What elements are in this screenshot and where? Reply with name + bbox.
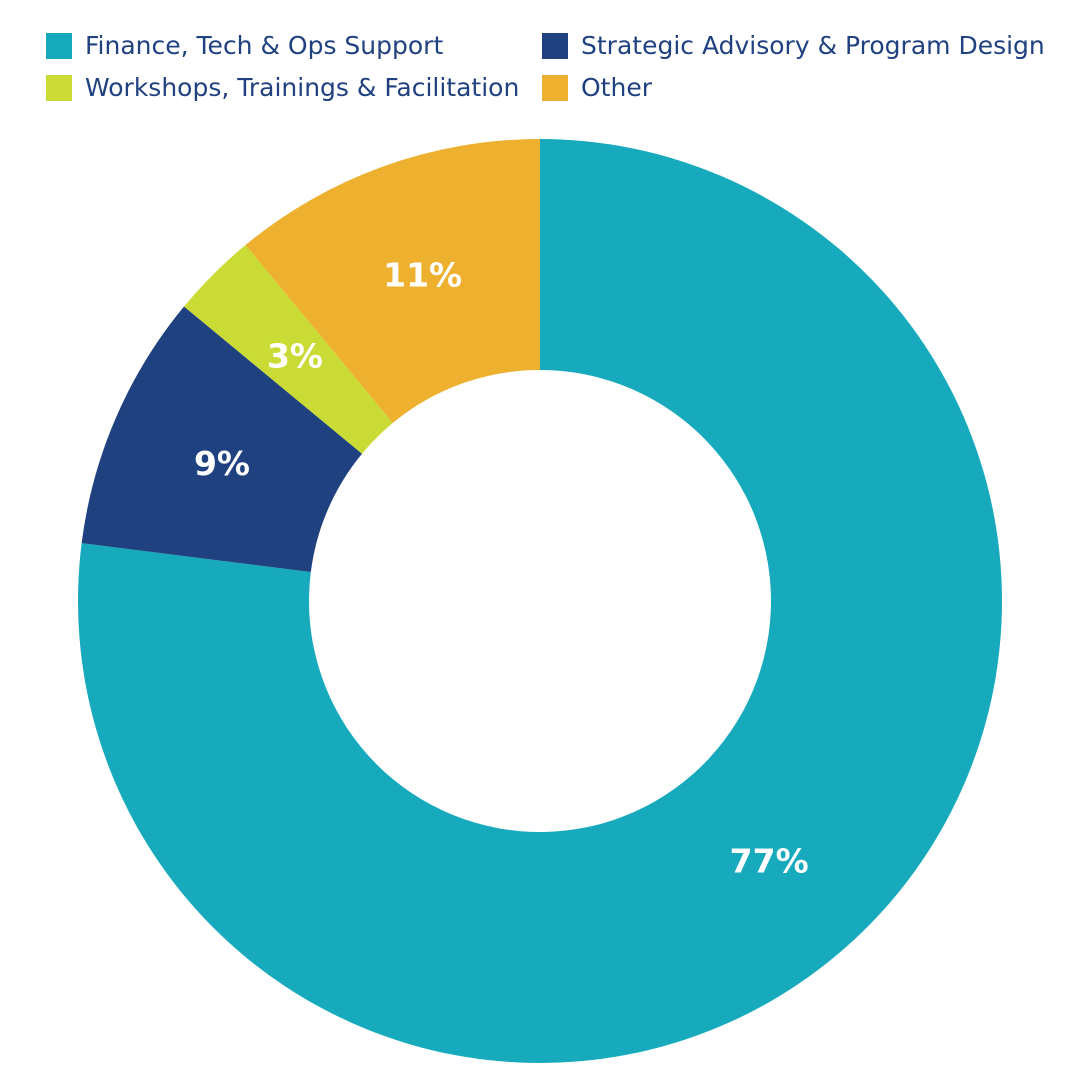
legend-swatch-other — [542, 75, 568, 101]
slice-label-other: 11% — [383, 255, 462, 294]
legend-label-finance-tech-ops: Finance, Tech & Ops Support — [85, 31, 444, 60]
legend-label-strategic-advisory: Strategic Advisory & Program Design — [581, 31, 1045, 60]
slice-label-workshops-trainings-and-facilitation: 3% — [267, 336, 323, 375]
legend-label-other: Other — [581, 73, 652, 102]
chart-legend: Finance, Tech & Ops Support Strategic Ad… — [46, 26, 1066, 116]
legend-swatch-strategic-advisory — [542, 33, 568, 59]
donut-slice-strategic-advisory-and-program-design — [81, 306, 363, 573]
donut-slice-other — [245, 139, 540, 424]
legend-item-other: Other — [542, 68, 652, 108]
donut-slice-workshops-trainings-and-facilitation — [184, 245, 393, 454]
legend-swatch-finance-tech-ops — [46, 33, 72, 59]
legend-item-workshops-trainings: Workshops, Trainings & Facilitation — [46, 68, 519, 108]
slice-label-strategic-advisory-and-program-design: 9% — [194, 444, 250, 483]
legend-swatch-workshops-trainings — [46, 75, 72, 101]
donut-slice-finance-tech-and-ops-support — [77, 139, 1003, 1063]
legend-item-strategic-advisory: Strategic Advisory & Program Design — [542, 26, 1045, 66]
slice-label-finance-tech-and-ops-support: 77% — [730, 841, 809, 880]
legend-item-finance-tech-ops: Finance, Tech & Ops Support — [46, 26, 443, 66]
legend-label-workshops-trainings: Workshops, Trainings & Facilitation — [85, 73, 520, 102]
